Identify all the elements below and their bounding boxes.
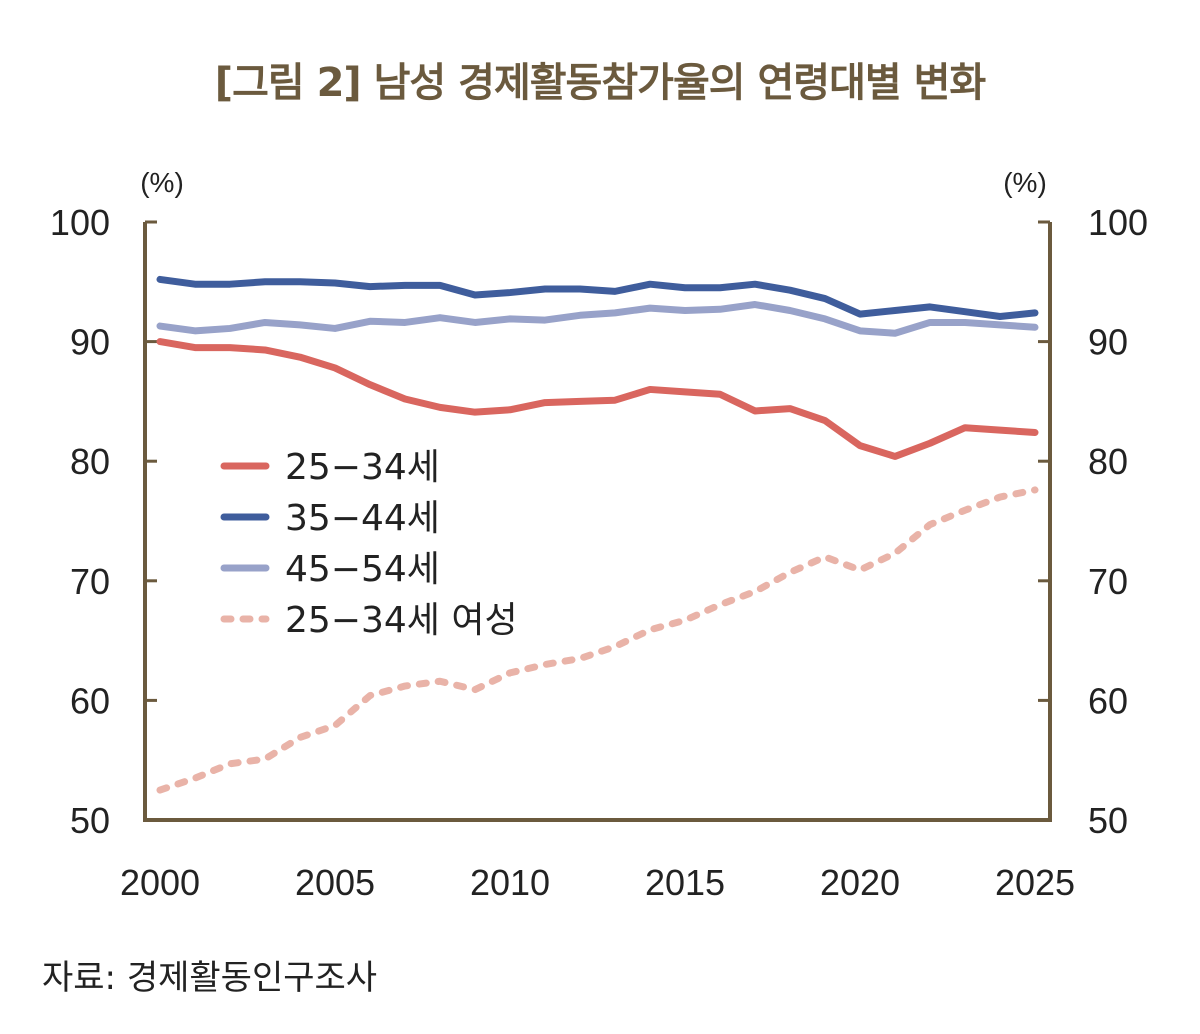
y-tick-label-right: 70 [1088,561,1128,602]
y-tick-label-left: 100 [50,202,110,243]
x-tick-label: 2010 [470,862,550,903]
legend-label: 35−44세 [285,498,440,539]
x-tick-label: 2020 [820,862,900,903]
source-note: 자료: 경제활동인구조사 [42,958,378,998]
series-line-3 [156,301,1039,337]
x-tick-label: 2005 [295,862,375,903]
y-tick-label-right: 60 [1088,680,1128,721]
chart-title: [그림 2] 남성 경제활동참가율의 연령대별 변화 [214,60,986,106]
y-tick-label-left: 70 [70,561,110,602]
y-tick-label-left: 90 [70,322,110,363]
y-unit-left: (%) [140,167,184,198]
y-tick-label-left: 60 [70,680,110,721]
y-tick-label-right: 90 [1088,322,1128,363]
series-line-4 [156,486,1039,794]
legend-label: 25−34세 [285,447,440,488]
y-tick-label-right: 100 [1088,202,1148,243]
series-line-2 [156,275,1039,320]
legend-label: 25−34세 여성 [285,600,518,641]
y-unit-right: (%) [1003,167,1047,198]
x-tick-label: 2025 [995,862,1075,903]
x-tick-label: 2000 [120,862,200,903]
series-line-1 [156,338,1039,460]
legend-label: 45−54세 [285,549,440,590]
x-tick-label: 2015 [645,862,725,903]
y-tick-label-right: 80 [1088,441,1128,482]
y-tick-label-left: 50 [70,800,110,841]
y-tick-label-right: 50 [1088,800,1128,841]
y-tick-label-left: 80 [70,441,110,482]
